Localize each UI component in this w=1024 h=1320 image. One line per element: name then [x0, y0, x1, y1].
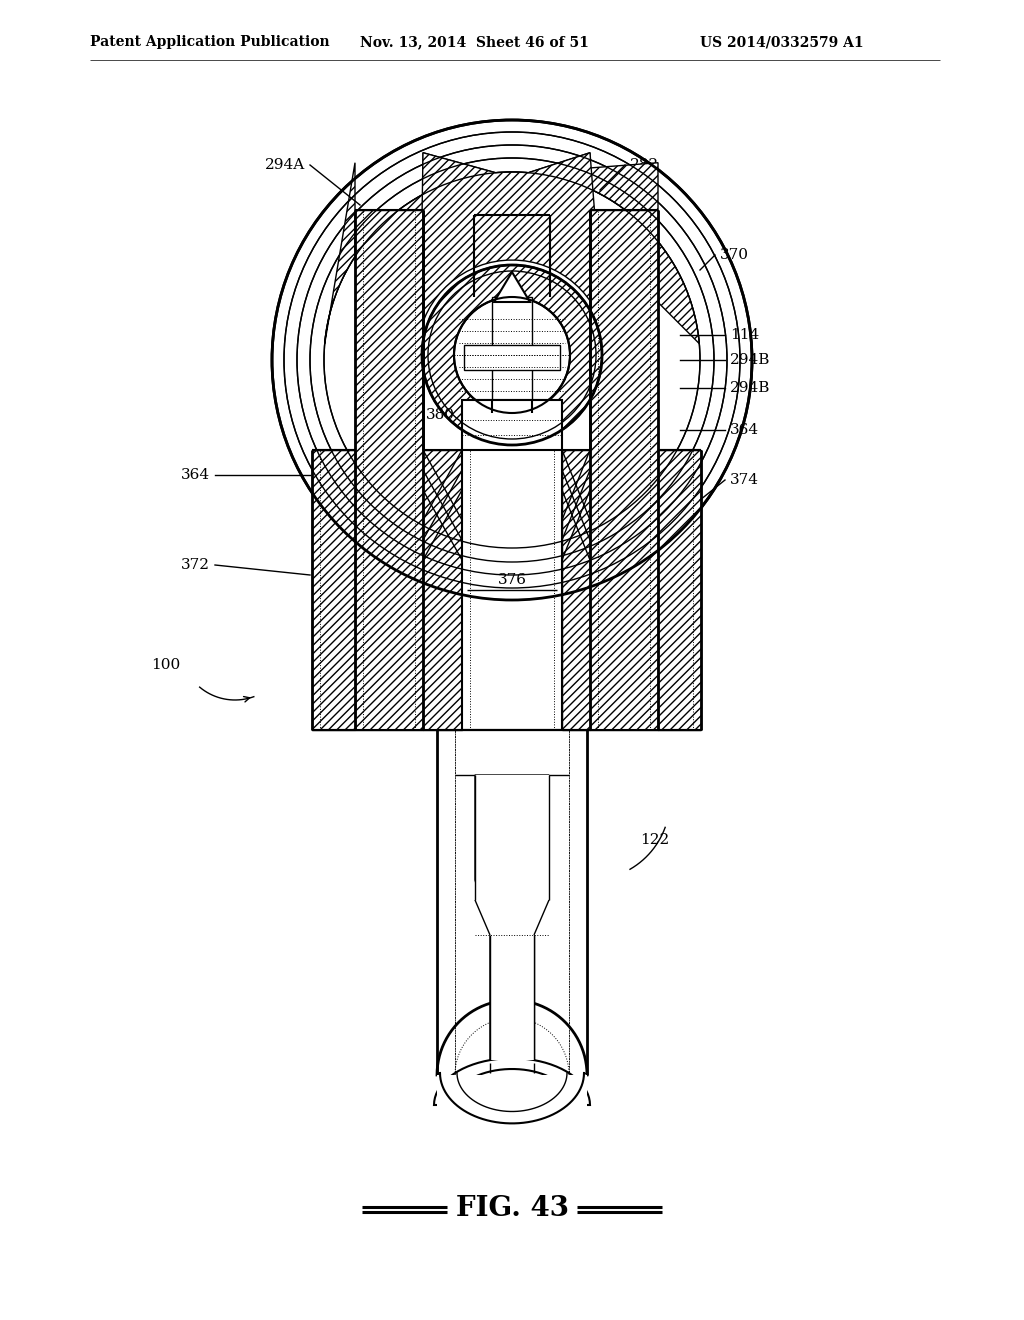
- Bar: [423, 210, 590, 730]
- Text: 122: 122: [640, 833, 670, 847]
- Circle shape: [422, 265, 602, 445]
- Bar: [355, 210, 423, 730]
- Text: 114: 114: [730, 327, 759, 342]
- Circle shape: [310, 158, 714, 562]
- Text: 100: 100: [151, 657, 180, 672]
- Text: 294B: 294B: [730, 352, 770, 367]
- Text: FIG. 43: FIG. 43: [456, 1195, 568, 1221]
- Bar: [437, 730, 587, 1155]
- Polygon shape: [528, 153, 699, 343]
- Bar: [462, 450, 562, 730]
- Bar: [312, 450, 355, 730]
- Bar: [562, 450, 590, 730]
- Bar: [490, 935, 534, 1060]
- Text: 294B: 294B: [730, 381, 770, 395]
- Bar: [423, 450, 462, 730]
- Text: 282: 282: [630, 158, 659, 172]
- Text: Patent Application Publication: Patent Application Publication: [90, 36, 330, 49]
- Circle shape: [297, 145, 727, 576]
- Bar: [658, 450, 701, 730]
- Text: 294A: 294A: [265, 158, 305, 172]
- Bar: [590, 210, 658, 730]
- Bar: [437, 1074, 587, 1155]
- Polygon shape: [494, 272, 530, 302]
- Bar: [355, 210, 423, 730]
- Polygon shape: [420, 153, 604, 330]
- Circle shape: [454, 297, 570, 413]
- Polygon shape: [325, 153, 496, 343]
- Bar: [462, 400, 562, 450]
- Bar: [474, 400, 550, 413]
- Text: 370: 370: [720, 248, 749, 261]
- Text: 374: 374: [730, 473, 759, 487]
- Text: US 2014/0332579 A1: US 2014/0332579 A1: [700, 36, 863, 49]
- Text: 364: 364: [181, 469, 210, 482]
- Bar: [475, 775, 549, 935]
- Circle shape: [272, 120, 752, 601]
- Bar: [464, 345, 560, 370]
- Text: Nov. 13, 2014  Sheet 46 of 51: Nov. 13, 2014 Sheet 46 of 51: [360, 36, 589, 49]
- Text: 380: 380: [426, 408, 455, 422]
- Circle shape: [284, 132, 740, 587]
- Bar: [462, 400, 562, 450]
- Bar: [590, 210, 658, 730]
- Bar: [492, 297, 532, 413]
- Text: 364: 364: [730, 422, 759, 437]
- Text: 372: 372: [181, 558, 210, 572]
- Text: 376: 376: [498, 573, 526, 587]
- Polygon shape: [434, 1059, 590, 1105]
- Polygon shape: [475, 775, 549, 1065]
- Circle shape: [324, 172, 700, 548]
